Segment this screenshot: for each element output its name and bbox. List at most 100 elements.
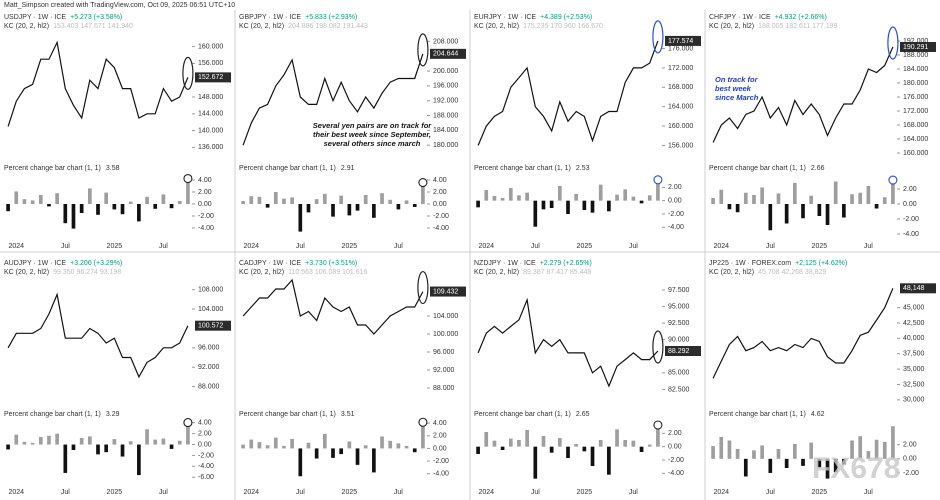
percent-bar xyxy=(891,426,895,459)
percent-bar xyxy=(525,192,529,201)
y-tick-label: -4.00 xyxy=(433,225,449,232)
y-tick-label: -2.00 xyxy=(903,470,919,477)
percent-bar xyxy=(866,451,871,459)
percent-bar xyxy=(30,442,35,445)
percent-bar xyxy=(566,200,570,214)
x-tick-label: Jul xyxy=(394,489,403,496)
indicator-name: KC (20, 2, hl2) xyxy=(4,269,49,276)
indicator-name: KC (20, 2, hl2) xyxy=(709,23,754,30)
percent-bar xyxy=(161,194,166,204)
annotation: On track for xyxy=(715,75,759,84)
y-tick-label: 160.000 xyxy=(668,123,693,130)
y-tick-label: 45,000 xyxy=(903,305,925,312)
percent-bar xyxy=(557,186,562,201)
percent-bar xyxy=(298,204,303,232)
price-change: +2,125 (+4.62%) xyxy=(795,260,847,267)
y-tick-label: -4.00 xyxy=(433,471,449,478)
indicator-values: 204.886 198.082 191.443 xyxy=(288,23,368,30)
y-tick-label: -2.00 xyxy=(198,452,214,459)
percent-last-value: 3.51 xyxy=(341,411,355,418)
panel-title: GBPJPY · 1W · ICE xyxy=(239,14,301,21)
percent-bar xyxy=(842,204,846,218)
percent-title: Percent change bar chart (1, 1) xyxy=(4,165,101,172)
percent-bar xyxy=(760,445,764,459)
y-tick-label: -2.00 xyxy=(668,211,684,218)
price-line xyxy=(712,46,894,143)
percent-bar xyxy=(833,181,838,204)
indicator-values: 89.387 87.417 85.448 xyxy=(523,269,591,276)
percent-bar xyxy=(306,204,311,213)
y-tick-label: 144.000 xyxy=(198,111,223,118)
percent-bar xyxy=(331,448,335,458)
percent-bar xyxy=(6,444,10,450)
percent-bar xyxy=(752,450,756,459)
percent-bar xyxy=(743,458,748,477)
highlight-circle xyxy=(418,177,428,188)
percent-bar xyxy=(22,199,27,204)
price-change: +3.730 (+3.51%) xyxy=(305,260,357,267)
percent-bar xyxy=(339,448,344,455)
panel-title: NZDJPY · 1W · ICE xyxy=(474,260,536,267)
panel-title: USDJPY · 1W · ICE xyxy=(4,14,66,21)
x-tick-label: 2025 xyxy=(577,489,593,496)
percent-bar xyxy=(186,426,190,445)
highlight-circle xyxy=(653,175,663,185)
percent-bar xyxy=(533,446,538,479)
percent-bar xyxy=(137,204,141,222)
percent-bar xyxy=(186,182,190,204)
percent-bar xyxy=(615,194,619,201)
price-change: +4.932 (+2.66%) xyxy=(775,14,827,21)
y-tick-label: 184.000 xyxy=(903,66,928,73)
percent-bar xyxy=(355,204,360,211)
percent-bar xyxy=(858,192,863,204)
percent-bar xyxy=(801,204,805,219)
x-tick-label: 2025 xyxy=(342,489,358,496)
x-tick-label: Jul xyxy=(766,243,775,250)
percent-bar xyxy=(719,436,724,459)
percent-bar xyxy=(656,429,660,447)
percent-bar xyxy=(517,440,521,447)
percent-bar xyxy=(153,439,158,445)
percent-bar xyxy=(792,444,797,459)
x-tick-label: 2025 xyxy=(107,489,123,496)
percent-bar xyxy=(104,192,109,204)
panel-title: CHFJPY · 1W · ICE xyxy=(709,14,771,21)
percent-bar xyxy=(476,200,480,208)
price-line xyxy=(712,288,894,379)
y-tick-label: 164.000 xyxy=(903,136,928,143)
y-tick-label: 184.000 xyxy=(433,127,458,134)
x-tick-label: Jul xyxy=(296,243,305,250)
percent-bar xyxy=(79,204,84,213)
percent-bar xyxy=(711,198,715,204)
y-tick-label: 0.00 xyxy=(668,444,682,451)
highlight-circle xyxy=(888,175,898,185)
percent-title: Percent change bar chart (1, 1) xyxy=(474,411,571,418)
y-tick-label: 2.00 xyxy=(903,186,917,193)
price-line xyxy=(242,278,424,335)
y-tick-label: 88.000 xyxy=(433,385,455,392)
percent-bar xyxy=(850,194,854,204)
x-tick-label: 2025 xyxy=(812,489,828,496)
percent-bar xyxy=(112,204,117,210)
indicator-name: KC (20, 2, hl2) xyxy=(709,269,754,276)
price-label-box xyxy=(430,286,466,297)
percent-bar xyxy=(615,429,619,447)
y-tick-label: -4.00 xyxy=(903,231,919,238)
y-tick-label: 192.000 xyxy=(903,38,928,45)
y-tick-label: 40,000 xyxy=(903,335,925,342)
indicator-values: 153.403 147.671 141.940 xyxy=(53,23,133,30)
percent-bar xyxy=(241,201,245,204)
y-tick-label: 100.000 xyxy=(433,331,458,338)
indicator-values: 99.350 96.274 93.198 xyxy=(53,269,121,276)
percent-bar xyxy=(768,458,773,473)
highlight-circle xyxy=(653,420,663,430)
indicator-values: 45,708 42,268 38,829 xyxy=(758,269,826,276)
y-tick-label: 97.500 xyxy=(668,287,690,294)
percent-bar xyxy=(566,446,570,458)
percent-bar xyxy=(882,197,887,204)
percent-bar xyxy=(623,189,628,201)
y-tick-label: 196.000 xyxy=(433,83,458,90)
y-tick-label: 156.000 xyxy=(198,60,223,67)
percent-bar xyxy=(63,444,68,473)
